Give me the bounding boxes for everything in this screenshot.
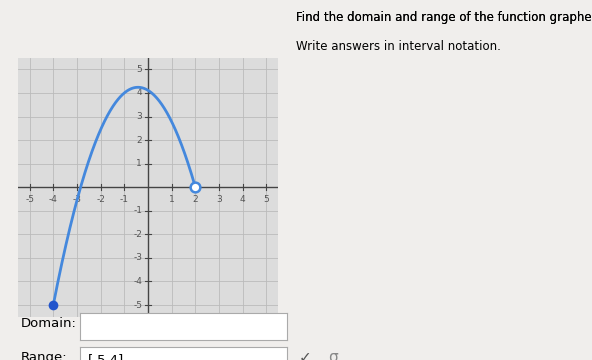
Text: -5: -5 — [25, 195, 34, 204]
Text: -3: -3 — [72, 195, 82, 204]
Text: ✓: ✓ — [299, 350, 312, 360]
Text: 4: 4 — [136, 89, 142, 98]
Text: 5: 5 — [136, 65, 142, 74]
Text: 3: 3 — [136, 112, 142, 121]
Text: 5: 5 — [263, 195, 269, 204]
Text: Find the domain and range of the function graphed below.: Find the domain and range of the functio… — [296, 11, 592, 24]
Text: [-5,4]: [-5,4] — [88, 354, 124, 360]
Text: -1: -1 — [133, 206, 142, 215]
Text: σ: σ — [329, 350, 338, 360]
Text: 3: 3 — [216, 195, 222, 204]
Text: -4: -4 — [133, 277, 142, 286]
Text: Find the domain and range of the function graphed below. Write answers in interv: Find the domain and range of the functio… — [296, 11, 592, 24]
Text: -3: -3 — [133, 253, 142, 262]
Text: Range:: Range: — [21, 351, 67, 360]
Text: 2: 2 — [192, 195, 198, 204]
Text: 2: 2 — [136, 136, 142, 145]
Text: 1: 1 — [136, 159, 142, 168]
Text: 1: 1 — [169, 195, 175, 204]
Text: Write answers in interval notation.: Write answers in interval notation. — [296, 40, 501, 53]
Text: -2: -2 — [133, 230, 142, 239]
Text: -4: -4 — [49, 195, 57, 204]
Text: 4: 4 — [240, 195, 246, 204]
Text: -1: -1 — [120, 195, 129, 204]
Text: -5: -5 — [133, 301, 142, 310]
Text: Domain:: Domain: — [21, 316, 76, 330]
Text: -2: -2 — [96, 195, 105, 204]
